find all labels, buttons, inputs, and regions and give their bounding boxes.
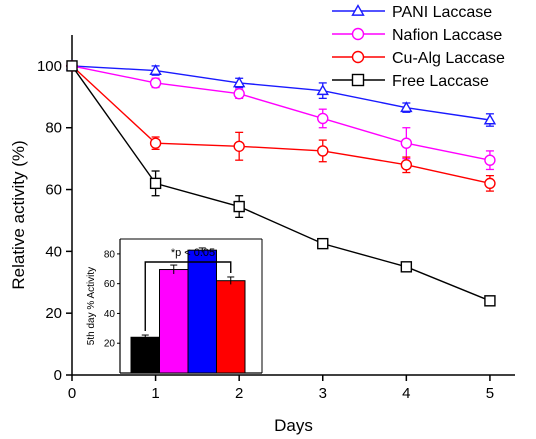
legend-entry: Nafion Laccase [332, 27, 502, 44]
data-point-square [233, 200, 245, 213]
significance-bracket [144, 261, 232, 332]
x-tick-label: 3 [319, 385, 327, 402]
data-point-circle [351, 27, 365, 41]
legend-entry: Free Laccase [332, 73, 489, 90]
x-tick-label: 4 [402, 385, 410, 402]
x-axis-title: Days [274, 416, 313, 435]
data-point-square [400, 261, 413, 273]
inset-y-tick-label: 20 [104, 339, 116, 350]
inset-y-tick-label: 40 [104, 309, 116, 320]
data-point-square [484, 295, 496, 307]
inset-bar [216, 280, 246, 374]
inset-bar [159, 269, 189, 374]
data-point-square [351, 73, 365, 87]
data-point-triangle [483, 113, 497, 125]
x-tick-label: 1 [151, 385, 159, 402]
series-pani-laccase [65, 59, 497, 127]
series-line [71, 65, 491, 185]
data-point-circle [484, 154, 496, 166]
data-point-circle [317, 145, 329, 157]
data-point-circle [351, 50, 365, 64]
data-point-circle [149, 137, 162, 149]
series-line [71, 65, 491, 302]
y-tick-label: 80 [45, 120, 62, 137]
data-point-circle [400, 159, 413, 171]
series-line [71, 65, 491, 121]
legend-entry: Cu-Alg Laccase [332, 50, 505, 67]
legend-label: Cu-Alg Laccase [392, 50, 505, 67]
y-tick-label: 40 [45, 243, 62, 260]
data-point-triangle [316, 84, 329, 96]
data-point-circle [400, 137, 413, 149]
legend-label: PANI Laccase [392, 4, 492, 21]
x-tick-label: 0 [68, 385, 76, 402]
data-point-circle [233, 140, 245, 152]
data-point-triangle [149, 64, 162, 75]
data-point-circle [484, 177, 496, 190]
legend-label: Free Laccase [392, 73, 489, 90]
legend-entry: PANI Laccase [332, 4, 492, 21]
inset-bar [130, 336, 160, 374]
data-point-circle [233, 88, 245, 100]
x-tick-label: 5 [486, 385, 494, 402]
data-point-triangle [351, 4, 365, 16]
main-plot-area: 0 1 2 3 4 5 0 20 40 60 80 100 Days Relative activity … [9, 35, 515, 435]
data-point-triangle [400, 101, 413, 113]
series-free-laccase [66, 60, 496, 307]
inset-y-axis-title: 5th day % Activity [86, 267, 97, 345]
data-point-circle [317, 112, 329, 125]
y-tick-label: 60 [45, 182, 62, 199]
legend: PANI Laccase Nafion Laccase Cu-Alg Laccase… [332, 4, 505, 90]
y-tick-label: 0 [54, 367, 62, 384]
y-tick-label: 100 [37, 58, 62, 75]
inset-bar-chart: 20 40 60 80 5th day % Activity *p < 0.05 [86, 238, 263, 374]
inset-y-tick-label: 80 [104, 249, 116, 260]
inset-bar [187, 249, 217, 374]
y-tick-label: 20 [45, 305, 62, 322]
significance-label: *p < 0.05 [171, 247, 215, 259]
data-point-square [66, 60, 78, 72]
y-axis-title: Relative activity (%) [9, 140, 28, 289]
series-line [71, 65, 491, 161]
data-point-square [317, 237, 329, 250]
inset-y-tick-label: 60 [104, 279, 116, 290]
data-point-triangle [232, 76, 246, 88]
x-tick-label: 2 [235, 385, 243, 402]
data-point-square [149, 177, 162, 190]
data-point-circle [149, 77, 162, 89]
legend-label: Nafion Laccase [392, 27, 502, 44]
